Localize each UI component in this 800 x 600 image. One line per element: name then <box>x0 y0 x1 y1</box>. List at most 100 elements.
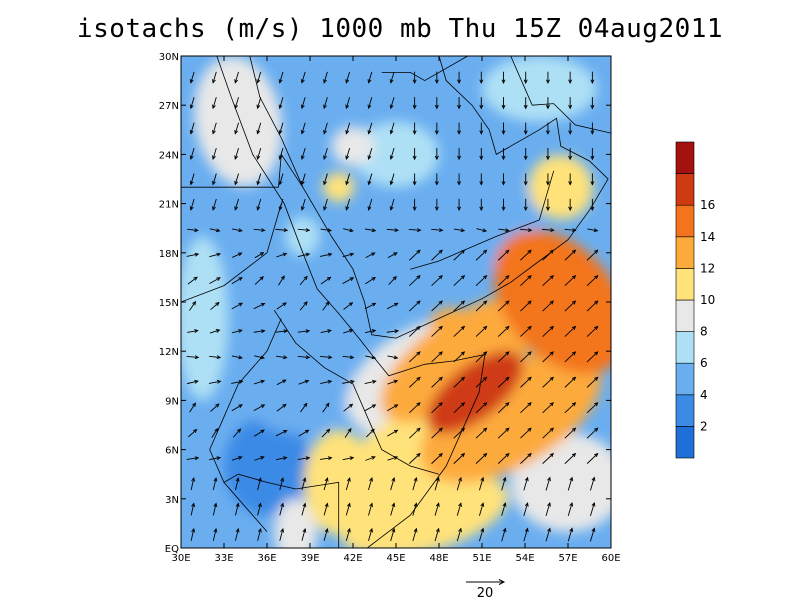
wind-vector-284 <box>501 71 506 84</box>
wind-vector-202 <box>408 228 422 233</box>
wind-vector-237 <box>453 300 466 312</box>
wind-vector-159 <box>365 355 377 360</box>
border-interior-1 <box>181 203 282 303</box>
wind-vector-250 <box>475 452 488 464</box>
wind-vector-264 <box>479 97 484 110</box>
wind-vector-132 <box>323 71 328 84</box>
wind-vector-4 <box>188 428 198 438</box>
wind-vector-184 <box>389 198 395 211</box>
wind-vector-85 <box>276 302 287 310</box>
wind-vector-247 <box>479 527 485 542</box>
colorbar-label: 4 <box>700 388 708 402</box>
wind-vector-167 <box>367 148 373 161</box>
wind-vector-73 <box>256 122 262 135</box>
wind-vector-208 <box>412 71 417 84</box>
y-tick-label: 15N <box>159 298 179 309</box>
wind-vector-227 <box>434 71 439 84</box>
wind-vector-33 <box>212 173 217 186</box>
wind-vector-34 <box>212 148 217 161</box>
wind-vector-308 <box>542 427 554 439</box>
wind-vector-19 <box>212 527 218 541</box>
wind-vector-173 <box>390 476 396 491</box>
wind-vector-201 <box>409 249 421 261</box>
wind-vector-351 <box>586 300 599 312</box>
wind-vector-88 <box>275 228 289 233</box>
colorbar-swatch-7 <box>675 204 695 238</box>
wind-vector-172 <box>390 502 396 516</box>
wind-vector-144 <box>342 252 355 258</box>
wind-vector-99 <box>298 429 310 437</box>
wind-vector-222 <box>434 198 439 212</box>
wind-vector-92 <box>278 122 284 135</box>
wind-vector-239 <box>453 249 466 261</box>
y-tick-label: 9N <box>165 396 179 407</box>
wind-vector-229 <box>456 502 462 516</box>
wind-vector-76 <box>279 527 285 541</box>
wind-vector-185 <box>389 173 395 186</box>
wind-vector-273 <box>497 351 510 363</box>
wind-vector-111 <box>300 122 306 135</box>
wind-vector-354 <box>587 228 599 233</box>
wind-vector-238 <box>453 274 466 287</box>
wind-vector-97 <box>301 477 307 491</box>
wind-vector-20 <box>212 502 218 516</box>
wind-vector-242 <box>457 173 462 186</box>
wind-vector-158 <box>364 379 377 384</box>
wind-vector-96 <box>301 502 307 516</box>
speed-region-8 <box>528 154 593 220</box>
wind-vector-200 <box>409 274 421 287</box>
wind-vector-342 <box>589 527 596 542</box>
wind-vector-357 <box>590 147 595 161</box>
wind-vector-1 <box>190 502 196 516</box>
x-axis-ticks: 30E 33E 36E 39E 42E 45E 48E 51E 54E 57E 60E <box>171 56 621 564</box>
wind-vector-120 <box>320 379 333 384</box>
wind-vector-305 <box>545 502 551 517</box>
wind-vector-215 <box>431 376 443 388</box>
wind-vector-346 <box>586 427 599 439</box>
wind-vector-131 <box>323 97 328 110</box>
wind-vector-141 <box>343 329 354 334</box>
wind-vector-8 <box>187 329 199 334</box>
wind-vector-14 <box>189 173 195 186</box>
wind-vector-121 <box>319 355 333 360</box>
wind-vector-223 <box>434 173 439 186</box>
wind-vector-271 <box>497 402 510 414</box>
wind-vector-332 <box>564 300 577 312</box>
wind-vector-18 <box>189 71 195 84</box>
wind-vector-302 <box>523 97 528 110</box>
wind-vector-45 <box>231 355 243 360</box>
y-tick-label: EQ <box>165 544 179 555</box>
wind-vector-307 <box>542 452 554 464</box>
wind-vector-243 <box>457 147 462 161</box>
wind-vector-67 <box>254 276 264 285</box>
wind-vector-148 <box>345 148 351 161</box>
wind-vector-194 <box>409 427 421 439</box>
wind-vector-246 <box>457 71 462 84</box>
wind-vector-82 <box>276 379 287 386</box>
wind-vector-39 <box>235 502 240 516</box>
wind-vector-72 <box>256 148 262 161</box>
wind-vector-312 <box>542 325 554 337</box>
wind-vector-66 <box>253 302 266 310</box>
wind-vector-191 <box>412 502 418 516</box>
wind-vector-353 <box>586 249 599 261</box>
wind-vector-300 <box>523 147 528 161</box>
wind-vector-259 <box>476 228 488 233</box>
wind-vector-336 <box>568 198 573 212</box>
wind-vector-70 <box>256 198 262 211</box>
wind-vector-29 <box>209 277 221 284</box>
wind-vector-281 <box>501 147 506 161</box>
wind-vector-262 <box>479 147 484 161</box>
wind-vector-244 <box>457 122 462 135</box>
x-tick-label: 45E <box>386 553 405 564</box>
wind-vector-41 <box>231 456 243 461</box>
wind-vector-10 <box>187 276 198 285</box>
wind-vector-251 <box>475 427 488 439</box>
wind-vector-209 <box>434 527 440 542</box>
coastline-overlay <box>181 56 611 548</box>
wind-vector-151 <box>345 71 351 84</box>
wind-vector-236 <box>453 325 466 337</box>
x-tick-label: 60E <box>601 553 620 564</box>
isotach-field <box>181 56 611 548</box>
colorbar-label: 2 <box>700 419 708 433</box>
